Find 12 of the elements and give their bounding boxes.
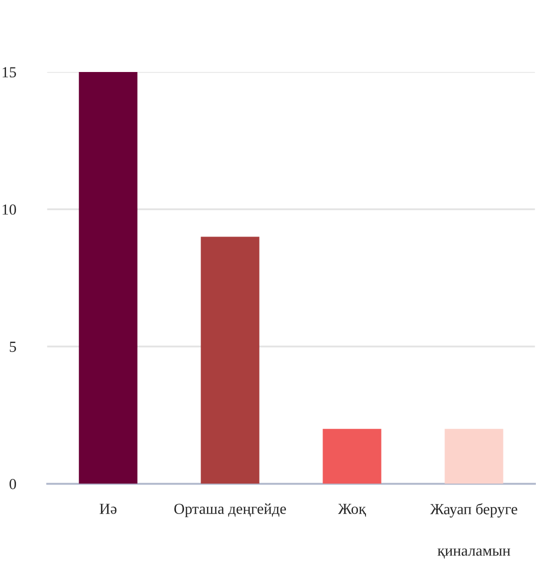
y-tick-label: 0 <box>10 478 16 490</box>
bar <box>322 428 382 484</box>
category-label: Жауап беруге қиналамын <box>430 503 518 559</box>
bar <box>444 428 504 484</box>
y-tick-label: 15 <box>2 67 16 78</box>
x-tick-label: Орташа деңгейде <box>174 503 286 518</box>
x-tick-label: Жоқ <box>338 504 366 517</box>
y-tick-label: 5 <box>10 342 16 352</box>
y-tick-label: 10 <box>2 204 16 215</box>
bar <box>78 72 138 484</box>
bar <box>200 236 260 484</box>
x-tick-label: Иә <box>100 504 116 514</box>
